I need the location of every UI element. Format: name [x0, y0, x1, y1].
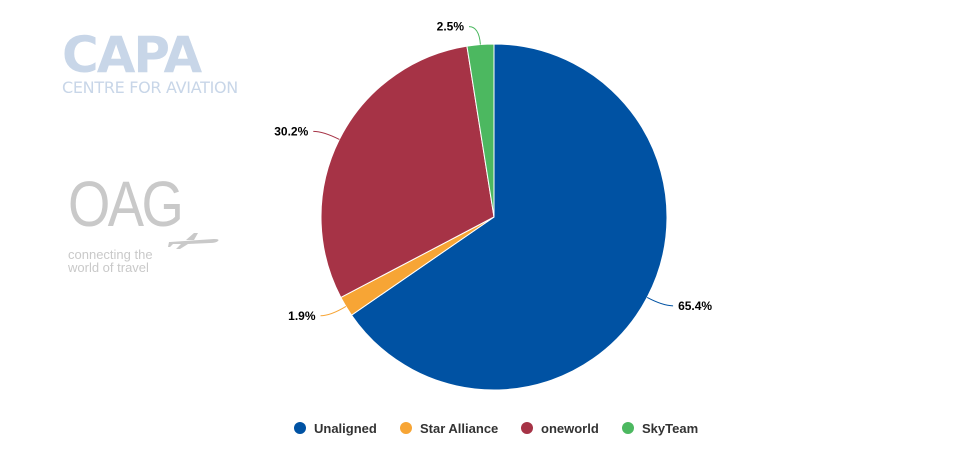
legend-marker	[521, 422, 533, 434]
capa-logo: CAPA CENTRE FOR AVIATION	[62, 30, 267, 97]
airplane-icon	[168, 233, 219, 249]
label-connector-unaligned	[646, 297, 674, 307]
label-connectors	[313, 26, 674, 317]
slice-label-star-alliance: 1.9%	[288, 309, 316, 323]
legend-marker	[622, 422, 634, 434]
slice-label-skyteam: 2.5%	[437, 20, 465, 34]
legend-marker	[400, 422, 412, 434]
legend-label: Star Alliance	[420, 420, 499, 436]
slice-label-unaligned: 65.4%	[678, 299, 712, 313]
oag-logo: OAG connecting the world of travel	[68, 172, 228, 274]
legend-label: oneworld	[541, 420, 599, 436]
pie-slice-skyteam	[466, 43, 495, 218]
pie-slice-unaligned	[350, 43, 668, 391]
legend-item-oneworld[interactable]: oneworld	[521, 418, 599, 438]
label-connector-oneworld	[313, 130, 340, 140]
legend-label: SkyTeam	[642, 420, 699, 436]
capa-logo-tagline: CENTRE FOR AVIATION	[62, 78, 238, 97]
pie-slices	[320, 43, 668, 391]
oag-tagline-line2: world of travel	[68, 260, 149, 275]
oag-tagline-line1: connecting the	[68, 247, 153, 262]
slice-labels: 65.4% 1.9% 30.2% 2.5%	[274, 20, 712, 323]
label-connector-star-alliance	[320, 306, 347, 317]
chart-legend: Unaligned Star Alliance oneworld SkyTeam	[0, 418, 957, 438]
slice-label-oneworld: 30.2%	[274, 124, 308, 138]
legend-item-star-alliance[interactable]: Star Alliance	[400, 418, 498, 438]
legend-marker	[294, 422, 306, 434]
oag-logo-tagline: connecting the world of travel	[68, 248, 228, 274]
pie-slice-oneworld	[320, 45, 495, 299]
legend-item-skyteam[interactable]: SkyTeam	[622, 418, 698, 438]
label-connector-skyteam	[468, 26, 481, 45]
legend-label: Unaligned	[314, 420, 377, 436]
oag-logo-word: OAG	[68, 168, 184, 240]
legend-item-unaligned[interactable]: Unaligned	[294, 418, 377, 438]
capa-logo-word: CAPA	[62, 26, 202, 84]
